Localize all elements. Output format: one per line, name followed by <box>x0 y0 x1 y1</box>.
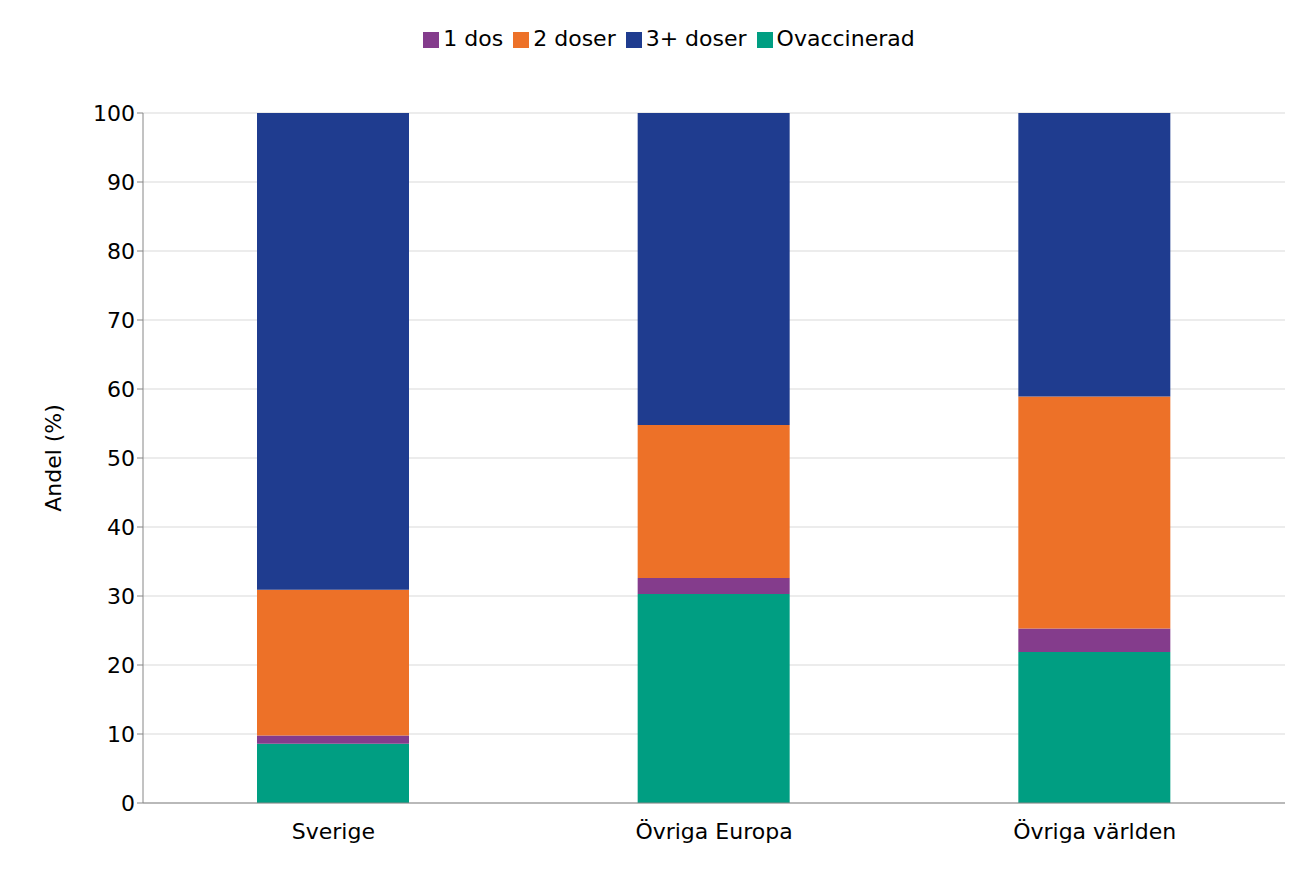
svg-text:Övriga Europa: Övriga Europa <box>635 819 792 844</box>
html-text:3+ doser: 3+ doser <box>645 26 747 51</box>
svg-text:100: 100 <box>93 101 135 126</box>
html-text:1 dos: 1 dos <box>443 26 504 51</box>
svg-text:10: 10 <box>107 722 135 747</box>
svg-text:70: 70 <box>107 308 135 333</box>
svg-text:Sverige: Sverige <box>292 819 375 844</box>
svg-text:0: 0 <box>121 791 135 816</box>
svg-text:50: 50 <box>107 446 135 471</box>
svg-text:Andel (%): Andel (%) <box>41 404 66 512</box>
html-text:Ovaccinerad: Ovaccinerad <box>776 26 915 51</box>
svg-text:60: 60 <box>107 377 135 402</box>
svg-text:80: 80 <box>107 239 135 264</box>
html-text:2 doser: 2 doser <box>533 26 616 51</box>
svg-text:90: 90 <box>107 170 135 195</box>
svg-text:40: 40 <box>107 515 135 540</box>
svg-text:Övriga världen: Övriga världen <box>1013 819 1176 844</box>
svg-text:30: 30 <box>107 584 135 609</box>
svg-text:20: 20 <box>107 653 135 678</box>
